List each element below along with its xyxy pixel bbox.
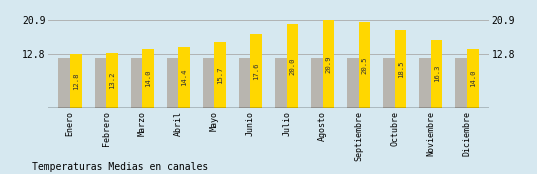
Text: 12.8: 12.8 (72, 72, 79, 90)
Bar (59, 58, 70, 108)
Bar (395, 30, 407, 108)
Bar (239, 58, 250, 108)
Bar (467, 49, 478, 108)
Bar (166, 58, 178, 108)
Bar (287, 24, 298, 108)
Bar (142, 49, 154, 108)
Bar (419, 58, 431, 108)
Bar (106, 53, 118, 108)
Bar (323, 20, 334, 108)
Bar (275, 58, 287, 108)
Text: 17.6: 17.6 (253, 62, 259, 80)
Text: 15.7: 15.7 (217, 66, 223, 84)
Bar (250, 34, 262, 108)
Bar (203, 58, 214, 108)
Bar (455, 58, 467, 108)
Bar (70, 54, 82, 108)
Bar (347, 58, 359, 108)
Bar (383, 58, 395, 108)
Bar (95, 58, 106, 108)
Text: 14.0: 14.0 (470, 70, 476, 87)
Text: 16.3: 16.3 (434, 65, 440, 82)
Text: 14.0: 14.0 (145, 70, 151, 87)
Text: Temperaturas Medias en canales: Temperaturas Medias en canales (32, 162, 208, 172)
Text: 13.2: 13.2 (109, 72, 115, 89)
Text: 20.9: 20.9 (325, 55, 331, 73)
Text: 18.5: 18.5 (397, 60, 404, 78)
Bar (214, 42, 226, 108)
Bar (359, 22, 371, 108)
Bar (130, 58, 142, 108)
Text: 20.5: 20.5 (361, 56, 367, 74)
Text: 14.4: 14.4 (181, 69, 187, 86)
Bar (311, 58, 323, 108)
Text: 20.0: 20.0 (289, 57, 295, 75)
Bar (431, 39, 442, 108)
Bar (178, 48, 190, 108)
